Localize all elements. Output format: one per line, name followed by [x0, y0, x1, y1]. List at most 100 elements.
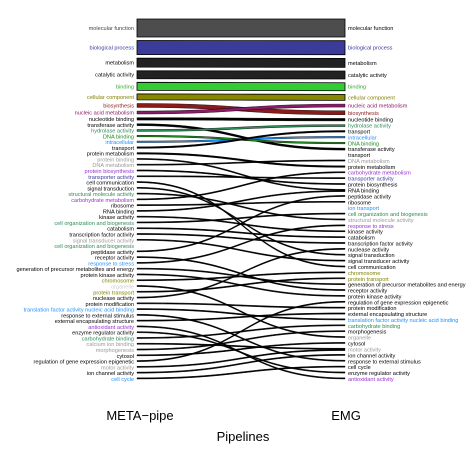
ribbon-18 — [136, 175, 346, 179]
right-term-label-43: carbohydrate binding — [348, 324, 400, 330]
left-term-label-44: antioxidant activity — [88, 325, 134, 331]
ribbon-48 — [136, 342, 346, 357]
left-term-label-39: nuclease activity — [93, 296, 134, 302]
left-term-label-13: transport — [112, 146, 135, 152]
left-term-label-23: ribosome — [111, 204, 134, 210]
right-term-label-36: generation of precursor metabolites and … — [348, 283, 466, 289]
left-term-label-4: binding — [116, 84, 134, 90]
left-term-label-42: response to external stimulus — [61, 313, 134, 319]
ribbon-layer — [136, 18, 346, 380]
left-term-label-48: morphogenesis — [96, 348, 134, 354]
right-term-label-33: cell communication — [348, 265, 396, 271]
left-term-label-2: metabolism — [105, 61, 134, 67]
left-term-label-25: kinase activity — [99, 215, 134, 221]
ribbon-27 — [136, 227, 346, 238]
ribbon-49 — [136, 300, 346, 362]
right-term-label-11: intracellular — [348, 135, 377, 141]
ribbon-52 — [136, 365, 346, 380]
right-term-label-40: protein modification — [348, 306, 397, 312]
left-term-label-29: signal transducer activity — [73, 238, 134, 244]
left-term-label-19: cell communication — [86, 181, 134, 187]
right-term-label-20: RNA binding — [348, 188, 379, 194]
left-term-label-16: DNA metabolism — [92, 163, 134, 169]
right-term-label-7: biosynthesis — [348, 111, 379, 117]
ribbon-10 — [136, 124, 346, 132]
ribbon-26 — [136, 212, 346, 224]
right-term-label-48: ion channel activity — [348, 353, 395, 359]
right-term-label-28: catabolism — [348, 236, 375, 242]
axis-label-meta-pipe: META−pipe — [106, 408, 173, 423]
left-term-label-1: biological process — [90, 46, 135, 52]
right-term-label-45: organelle — [348, 336, 371, 342]
right-term-label-12: DNA binding — [348, 141, 379, 147]
right-term-label-25: structural molecule activity — [348, 218, 414, 224]
ribbon-51 — [136, 354, 346, 374]
right-term-label-16: protein metabolism — [348, 165, 396, 171]
ribbon-47 — [136, 330, 346, 351]
right-term-label-18: transporter activity — [348, 177, 394, 183]
left-term-label-41: translation factor activity nucleic acid… — [24, 308, 134, 314]
left-term-label-37: organelle — [111, 284, 134, 290]
left-term-label-10: hydrolase activity — [91, 129, 134, 135]
left-term-label-36: chromosome — [102, 279, 134, 285]
right-term-label-1: biological process — [348, 46, 393, 52]
ribbon-40 — [136, 308, 346, 321]
right-term-label-52: antioxidant activity — [348, 377, 394, 383]
left-term-label-35: protein kinase activity — [81, 273, 135, 279]
left-term-label-0: molecular function — [89, 26, 134, 32]
ribbon-24 — [136, 190, 346, 212]
right-term-label-38: protein kinase activity — [348, 294, 402, 300]
ribbon-23 — [136, 201, 346, 206]
ribbon-4 — [136, 81, 346, 92]
left-term-label-51: motor activity — [101, 365, 134, 371]
left-term-label-30: cell organization and biogenesis — [54, 244, 134, 250]
ribbon-37 — [136, 277, 346, 293]
left-term-label-11: DNA binding — [103, 134, 134, 140]
left-term-label-49: cytosol — [117, 354, 134, 360]
left-term-label-28: transcription factor activity — [69, 233, 134, 239]
right-term-label-39: regulation of gene expression epigenetic — [348, 300, 449, 306]
left-term-label-15: protein binding — [97, 157, 134, 163]
right-term-label-3: catalytic activity — [348, 73, 387, 79]
left-term-label-12: intracellular — [105, 140, 134, 146]
left-term-label-21: structural molecule activity — [68, 192, 134, 198]
left-term-label-31: peptidase activity — [91, 250, 134, 256]
right-term-label-21: peptidase activity — [348, 194, 391, 200]
ribbon-35 — [136, 271, 346, 282]
right-term-label-49: response to external stimulus — [348, 359, 421, 365]
ribbon-44 — [136, 331, 346, 374]
right-term-label-2: metabolism — [348, 61, 377, 67]
right-term-label-24: cell organization and biogenesis — [348, 212, 428, 218]
ribbon-50 — [136, 349, 346, 368]
right-term-label-23: ion transport — [348, 206, 380, 212]
ribbon-14 — [136, 152, 346, 168]
right-term-label-50: cell cycle — [348, 365, 371, 371]
axis-label-emg: EMG — [331, 408, 361, 423]
right-term-label-41: external encapsulating structure — [348, 312, 427, 318]
ribbon-7 — [136, 103, 346, 115]
right-term-label-5: cellular component — [348, 95, 395, 101]
left-term-label-18: transporter activity — [88, 175, 134, 181]
left-term-label-26: cell organization and biogenesis — [54, 221, 134, 227]
left-term-label-50: regulation of gene expression epigenetic — [34, 360, 135, 366]
left-term-label-33: response to stress — [88, 261, 134, 267]
ribbon-39 — [136, 302, 346, 309]
right-term-label-22: ribosome — [348, 200, 371, 206]
right-term-label-10: transport — [348, 130, 371, 136]
ribbon-22 — [136, 171, 346, 201]
right-term-label-29: transcription factor activity — [348, 241, 413, 247]
left-term-label-17: protein biosynthesis — [85, 169, 135, 175]
right-term-label-15: DNA metabolism — [348, 159, 390, 165]
ribbon-1 — [136, 40, 346, 56]
left-term-label-6: biosynthesis — [103, 103, 134, 109]
right-term-label-32: signal transducer activity — [348, 259, 409, 265]
ribbon-13 — [136, 130, 346, 149]
left-term-label-24: RNA binding — [103, 209, 134, 215]
right-term-label-42: translation factor activity nucleic acid… — [348, 318, 458, 324]
ribbon-41 — [136, 314, 346, 362]
ribbon-42 — [136, 312, 346, 322]
ribbon-38 — [136, 248, 346, 299]
right-term-label-6: nucleic acid metabolism — [348, 104, 408, 110]
left-term-label-22: carbohydrate metabolism — [71, 198, 134, 204]
ribbon-28 — [136, 233, 346, 244]
